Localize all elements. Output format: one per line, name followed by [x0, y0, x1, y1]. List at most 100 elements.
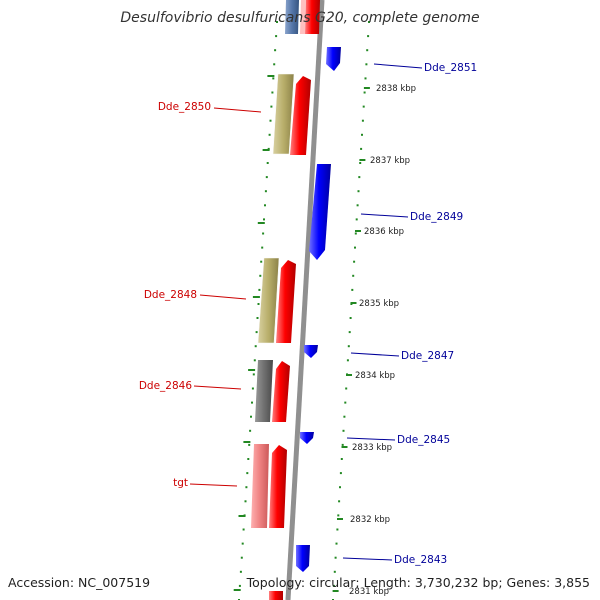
guide-dot [343, 415, 346, 418]
guide-dot [272, 77, 275, 80]
guide-dot [362, 105, 365, 108]
gene-label-dde-2850[interactable]: Dde_2850 [158, 101, 211, 113]
guide-dot [265, 176, 268, 179]
gene-label-dde-2843[interactable]: Dde_2843 [394, 554, 447, 566]
guide-dot [361, 119, 364, 122]
leader-dde-2848 [199, 294, 247, 300]
gene-dde-2849-cds [309, 164, 331, 260]
guide-dot [336, 528, 339, 531]
guide-dot [238, 584, 241, 587]
gene-label-dde-2848[interactable]: Dde_2848 [144, 289, 197, 301]
leader-dde-2843 [342, 557, 393, 561]
scale-label-2838: 2838 kbp [376, 84, 416, 94]
guide-dot [247, 458, 250, 460]
gene-partial-top-pink [300, 0, 306, 34]
guide-dot [260, 260, 263, 263]
gene-dde-2848-cds [276, 260, 296, 343]
guide-dot [248, 443, 251, 446]
guide-dot [366, 49, 369, 52]
guide-dot [262, 232, 265, 235]
guide-dot [274, 49, 277, 52]
genome-backbone [285, 0, 325, 600]
leader-dde-2846 [193, 385, 242, 390]
guide-dot [240, 556, 243, 559]
gene-dde-2850-khaki [272, 73, 295, 155]
guide-dot [250, 415, 252, 418]
guide-dot [367, 35, 370, 38]
guide-dot [363, 91, 366, 94]
guide-dot [271, 91, 274, 94]
guide-dot [254, 345, 257, 348]
guide-dot [340, 458, 343, 460]
scale-label-2833: 2833 kbp [352, 443, 392, 453]
guide-dot [358, 176, 361, 179]
guide-dot [269, 119, 272, 122]
guide-dot [341, 443, 344, 446]
guide-dot [352, 274, 355, 277]
gene-label-dde-2846[interactable]: Dde_2846 [139, 380, 193, 392]
gene-partial-top-red [305, 0, 320, 34]
scale-label-2837: 2837 kbp [370, 156, 410, 166]
guide-dot [332, 584, 335, 587]
guide-dot [334, 556, 337, 559]
guide-dot [368, 21, 370, 23]
guide-dot [355, 218, 358, 221]
guide-dot [264, 190, 267, 193]
gene-tgt-cds [269, 445, 287, 528]
gene-dde-2846-gray [255, 360, 273, 422]
guide-dot [345, 387, 348, 390]
genome-title: Desulfovibrio desulfuricans G20, complet… [120, 10, 480, 26]
leader-dde-2847 [350, 352, 400, 357]
guide-dot [245, 486, 248, 489]
guide-dot [270, 105, 273, 108]
guide-dot [266, 162, 269, 164]
guide-dot [259, 274, 262, 277]
guide-dot [268, 133, 271, 136]
scale-label-2834: 2834 kbp [355, 371, 395, 381]
gene-partial-top-steelblue [285, 0, 299, 34]
guide-dot [242, 528, 245, 531]
guide-dot [258, 288, 261, 291]
scale-label-2832: 2832 kbp [350, 515, 390, 525]
guide-dot [346, 359, 349, 362]
gene-label-dde-2851[interactable]: Dde_2851 [424, 62, 477, 74]
guide-dot [339, 486, 341, 489]
guide-dot [348, 331, 351, 334]
gene-label-tgt[interactable]: tgt [173, 477, 188, 489]
guide-dot [263, 218, 265, 221]
scale-ticks [233, 75, 370, 592]
guide-dot [264, 204, 266, 207]
gene-label-dde-2847[interactable]: Dde_2847 [401, 350, 454, 362]
scale-label-2835: 2835 kbp [359, 299, 399, 309]
accession-text: Accession: NC_007519 [8, 575, 151, 590]
guide-dot [253, 359, 256, 362]
guide-dot [251, 387, 254, 390]
gene-label-dde-2845[interactable]: Dde_2845 [397, 434, 450, 446]
gene-dde-2845-cds [300, 432, 314, 444]
guide-dot [342, 429, 345, 432]
guide-dot [344, 401, 347, 404]
leader-dde-2845 [346, 437, 396, 441]
guide-dot [239, 570, 242, 573]
gene-tgt-pink [251, 444, 269, 528]
gene-dde-2843-cds [296, 545, 310, 572]
leader-tgt [189, 483, 238, 487]
guide-dot [273, 63, 276, 66]
guide-dot [354, 246, 356, 249]
leader-dde-2851 [373, 63, 423, 69]
guide-dot [353, 260, 356, 263]
guide-dot [357, 190, 360, 193]
guide-dot [276, 21, 278, 23]
guide-dot [261, 246, 264, 249]
guide-dot [356, 204, 359, 207]
guide-dot [347, 345, 350, 348]
guide-dot [251, 401, 253, 404]
gene-partial-bottom-red [269, 591, 283, 600]
scale-label-2836: 2836 kbp [364, 227, 404, 237]
gene-label-dde-2849[interactable]: Dde_2849 [410, 211, 463, 223]
guide-dot [246, 472, 249, 475]
guide-dot [354, 232, 357, 235]
guide-dot [252, 373, 255, 376]
